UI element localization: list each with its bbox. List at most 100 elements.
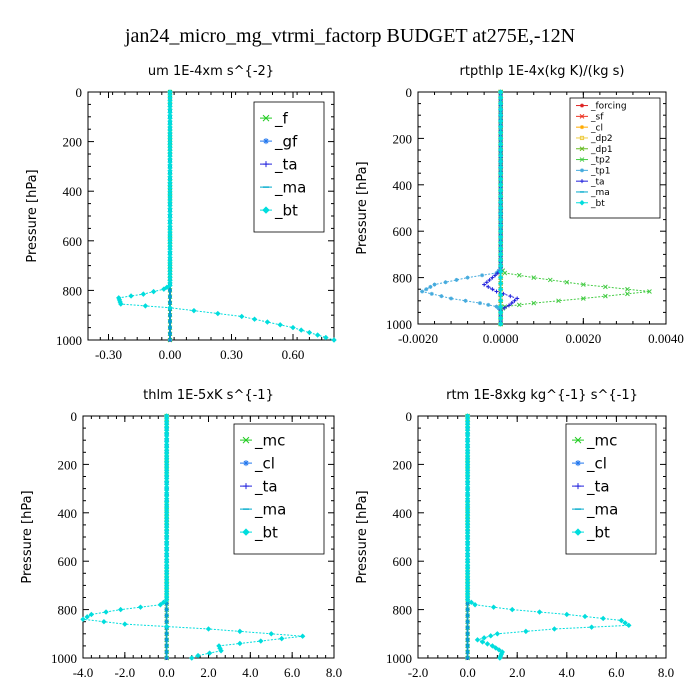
data-point: [497, 106, 504, 113]
data-point: [497, 129, 504, 136]
data-point: [314, 332, 321, 338]
data-point: [80, 616, 86, 622]
data-point: [206, 650, 213, 656]
legend-item: _cl: [576, 123, 603, 133]
data-point: [497, 164, 504, 171]
legend: _mc _cl _ta _ma _bt: [565, 423, 657, 555]
data-point: [497, 182, 504, 188]
chart-panel-4: rtm 1E-8xkg kg^{-1} s^{-1} Pressure [hPa]…: [355, 388, 674, 680]
y-tick-label: 200: [63, 135, 83, 150]
series-bt: [116, 89, 337, 343]
data-point: [556, 298, 561, 304]
y-tick-label: 800: [393, 603, 413, 618]
series-bt: [464, 413, 632, 661]
y-axis-label: Pressure [hPa]: [25, 169, 40, 262]
legend-label: _bt: [586, 523, 610, 542]
data-point: [497, 124, 504, 130]
data-point: [494, 631, 501, 637]
data-point: [88, 611, 95, 618]
data-point: [582, 613, 588, 620]
data-point: [167, 305, 173, 311]
data-point: [268, 631, 274, 637]
y-tick-label: 0: [406, 85, 413, 100]
x-tick-label: 2.0: [509, 665, 525, 680]
data-point: [487, 277, 492, 282]
legend: _forcing_sf_cl_dp2_dp1_tp2_tp1_ta_ma_bt: [569, 97, 661, 219]
x-tick-label: 8.0: [326, 665, 342, 680]
legend: _f _gf _ta _ma _bt: [253, 101, 325, 233]
data-point: [497, 298, 504, 304]
series-line: [81, 416, 303, 659]
data-point: [580, 296, 586, 301]
data-point: [497, 89, 504, 95]
legend-item: _dp2: [576, 134, 613, 144]
data-point: [497, 135, 504, 142]
legend-item: _mc: [572, 431, 617, 450]
data-point: [497, 269, 504, 275]
data-point: [140, 291, 147, 297]
x-tick-label: 0.30: [220, 347, 243, 362]
data-point: [439, 294, 444, 299]
data-point: [497, 257, 504, 263]
data-point: [428, 284, 433, 289]
legend-label: _bt: [274, 201, 298, 220]
data-point: [290, 324, 296, 331]
data-point: [497, 263, 504, 269]
legend-item: _gf: [260, 132, 298, 151]
data-point: [531, 275, 537, 280]
data-point: [580, 282, 586, 287]
y-tick-label: 600: [393, 224, 413, 239]
legend-label: _ma: [586, 500, 618, 519]
data-point: [502, 270, 508, 276]
data-point: [497, 199, 504, 205]
legend-item: _cl: [240, 454, 275, 473]
data-point: [497, 274, 504, 281]
data-point: [465, 275, 470, 280]
data-point: [516, 302, 522, 308]
legend-item: _cl: [572, 454, 607, 473]
data-point: [509, 606, 515, 613]
legend-label: _cl: [590, 123, 603, 133]
data-point: [497, 655, 503, 661]
y-axis-label: Pressure [hPa]: [20, 490, 35, 583]
data-point: [443, 280, 448, 285]
legend-item: _dp1: [576, 145, 613, 155]
data-point: [486, 302, 491, 307]
data-point: [464, 597, 471, 603]
legend-box: [569, 97, 661, 219]
x-tick-label: 8.0: [658, 665, 674, 680]
x-tick-label: -0.30: [95, 347, 122, 362]
data-point: [509, 301, 514, 306]
legend-label: _ta: [590, 177, 605, 187]
legend-item: _ma: [240, 500, 286, 519]
data-point: [506, 303, 511, 308]
data-point: [306, 329, 313, 336]
panel-title: um 1E-4xm s^{-2}: [148, 64, 274, 79]
y-tick-label: 200: [393, 131, 413, 146]
x-tick-label: 6.0: [608, 665, 624, 680]
y-tick-label: 400: [58, 506, 78, 521]
legend-item: _ta: [260, 155, 298, 174]
data-point: [195, 652, 201, 659]
x-tick-label: 6.0: [284, 665, 300, 680]
legend-item: _ta: [572, 477, 610, 496]
legend-item: _ma: [260, 178, 306, 197]
data-point: [264, 319, 271, 325]
data-point: [164, 284, 170, 291]
legend-label: _f: [274, 109, 289, 128]
x-tick-label: 0.0000: [483, 331, 519, 346]
chart-panel-2: rtpthlp 1E-4x(kg K)/(kg s) Pressure [hPa]…: [355, 64, 684, 346]
data-point: [497, 205, 504, 211]
data-point: [279, 635, 285, 642]
data-point: [496, 647, 502, 653]
y-tick-label: 1000: [386, 651, 412, 666]
data-point: [497, 321, 504, 327]
data-point: [531, 300, 537, 306]
data-point: [323, 334, 329, 341]
legend-item: _tp1: [576, 167, 610, 177]
y-tick-label: 400: [63, 184, 83, 199]
data-point: [101, 618, 107, 625]
data-point: [488, 633, 494, 639]
y-tick-label: 800: [63, 283, 83, 298]
